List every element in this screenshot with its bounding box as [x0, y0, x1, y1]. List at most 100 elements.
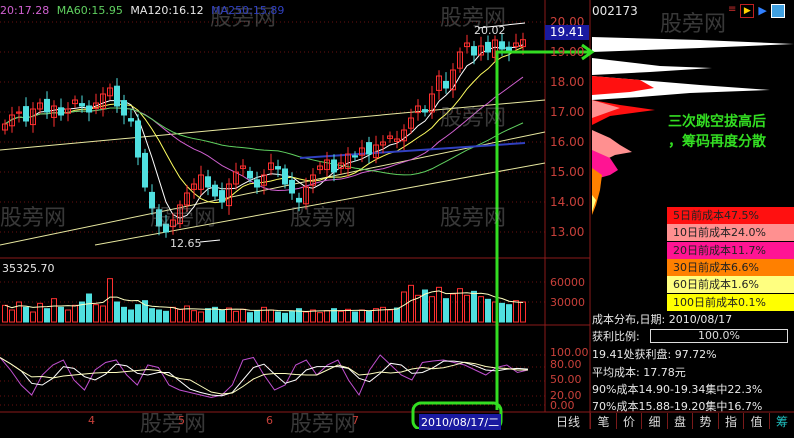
volume-bar [500, 303, 505, 322]
candle-body [423, 110, 428, 112]
volume-bar [17, 302, 22, 322]
volume-bar [388, 310, 393, 322]
current-price-tag: 19.41 [545, 25, 589, 40]
high-price-label: 20.02 [474, 24, 506, 37]
candle-body [290, 180, 295, 193]
candle-body [332, 160, 337, 172]
volume-bar [241, 309, 246, 322]
volume-bars [3, 279, 526, 322]
candle-body [220, 191, 225, 202]
volume-bar [262, 307, 267, 322]
play-blue-icon[interactable]: ▶ [758, 4, 766, 18]
volume-bar [521, 302, 526, 322]
bars-icon[interactable]: ≡ [728, 4, 736, 18]
cost-70: 70%成本15.88-19.20集中16.7% [592, 398, 762, 414]
price-axis-label: 18.00 [550, 75, 584, 89]
tab-1[interactable]: 价 [616, 413, 642, 429]
volume-bar [87, 294, 92, 322]
volume-bar [192, 311, 197, 322]
volume-bar [220, 310, 225, 322]
volume-bar [171, 307, 176, 322]
candle-body [367, 143, 372, 154]
month-label: 4 [88, 414, 95, 427]
chart-icon[interactable] [771, 4, 785, 18]
volume-bar [318, 313, 323, 322]
candle-body [276, 167, 281, 169]
volume-bar [458, 289, 463, 322]
candle-body [255, 180, 260, 187]
stock-code: 002173 [592, 4, 638, 18]
volume-bar [136, 305, 141, 322]
volume-bar [255, 311, 260, 322]
volume-bar [150, 309, 155, 322]
profit-ratio-label: 获利比例: [592, 328, 640, 344]
volume-bar [31, 312, 36, 322]
candle-body [248, 171, 253, 178]
candle-body [45, 99, 50, 112]
tab-4[interactable]: 势 [692, 413, 718, 429]
profit-ratio-value: 100.0% [651, 330, 787, 342]
volume-bar [199, 312, 204, 322]
profit-at-price: 19.41处获利盘: 97.72% [592, 346, 717, 362]
volume-bar [430, 297, 435, 322]
ma250-label: MA250:15.89 [211, 4, 284, 17]
volume-bar [206, 309, 211, 322]
tab-5[interactable]: 指 [718, 413, 744, 429]
volume-bar [10, 310, 15, 322]
volume-bar [108, 279, 113, 322]
ma120-label: MA120:16.12 [130, 4, 203, 17]
volume-bar [290, 311, 295, 322]
candle-body [500, 42, 505, 49]
play-red-icon[interactable]: ▶ [740, 4, 754, 18]
watermark: 股旁网 [440, 100, 506, 132]
candle-body [486, 42, 491, 52]
legend-row: 20日前成本11.7% [667, 242, 794, 259]
tab-2[interactable]: 细 [641, 413, 667, 429]
volume-bar [367, 311, 372, 322]
tab-0[interactable]: 笔 [590, 413, 616, 429]
price-axis-label: 13.00 [550, 225, 584, 239]
volume-bar [101, 306, 106, 322]
candle-body [115, 86, 120, 106]
oscillator-axis-label: 0.00 [550, 399, 575, 412]
volume-bar [276, 312, 281, 322]
volume-bar [45, 309, 50, 322]
volume-bar [437, 287, 442, 322]
tab-7[interactable]: 筹 [769, 413, 794, 429]
average-cost: 平均成本: 17.78元 [592, 364, 686, 380]
volume-bar [465, 295, 470, 322]
candle-body [80, 104, 85, 106]
volume-bar [402, 292, 407, 322]
volume-bar [486, 299, 491, 322]
candle-body [143, 153, 148, 187]
volume-bar [472, 291, 477, 322]
oscillator-line-1 [0, 358, 528, 396]
volume-bar [269, 310, 274, 322]
oscillator-axis-label: 50.00 [550, 373, 582, 386]
volume-bar [353, 312, 358, 322]
candle-body [136, 121, 141, 157]
volume-bar [360, 310, 365, 322]
volume-bar [227, 308, 232, 322]
period-button[interactable]: 日线 [546, 413, 590, 430]
low-arrow [200, 240, 220, 242]
candle-body [472, 47, 477, 55]
legend-row: 30日前成本6.6% [667, 259, 794, 276]
volume-bar [451, 294, 456, 322]
volume-bar [234, 311, 239, 322]
cost-90: 90%成本14.90-19.34集中22.3% [592, 381, 762, 397]
volume-bar [157, 310, 162, 322]
candle-body [213, 185, 218, 196]
volume-bar [59, 307, 64, 322]
price-axis-label: 17.00 [550, 105, 584, 119]
cursor-date: 2010/08/17/二 [419, 414, 501, 430]
volume-bar [73, 305, 78, 322]
tab-3[interactable]: 盘 [667, 413, 693, 429]
tab-6[interactable]: 值 [743, 413, 769, 429]
watermark: 股旁网 [140, 406, 206, 438]
distribution-date: 成本分布,日期: 2010/08/17 [592, 311, 732, 327]
volume-bar [122, 307, 127, 322]
volume-bar [115, 302, 120, 322]
legend-row: 5日前成本47.5% [667, 207, 794, 224]
watermark: 股旁网 [0, 200, 66, 232]
